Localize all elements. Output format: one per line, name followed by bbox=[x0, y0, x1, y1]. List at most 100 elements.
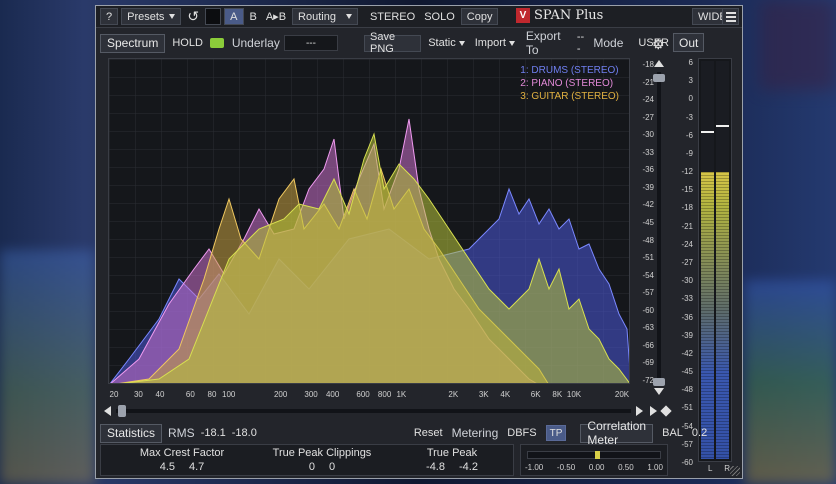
meter-tick-label: -24 bbox=[681, 239, 693, 249]
mode-label: Mode bbox=[593, 36, 624, 50]
true-peak-button[interactable]: TP bbox=[545, 425, 567, 441]
correlation-meter: -1.00 -0.50 0.00 0.50 1.00 bbox=[520, 444, 668, 476]
vertical-scrollbar[interactable] bbox=[652, 58, 666, 398]
gear-icon[interactable]: ⚙ bbox=[652, 36, 665, 52]
preset-a-button[interactable]: A bbox=[224, 8, 244, 25]
underlay-label: Underlay bbox=[231, 36, 280, 50]
presets-label: Presets bbox=[127, 10, 165, 23]
x-tick-label: 600 bbox=[356, 390, 370, 399]
copy-button[interactable]: Copy bbox=[460, 8, 499, 25]
meter-tick-label: -30 bbox=[681, 276, 693, 286]
top-bar: ? Presets ↺ A B A▸B Routing STEREO SOLO … bbox=[96, 6, 742, 28]
meter-tick-label: -33 bbox=[681, 294, 693, 304]
export-to-select[interactable]: --- bbox=[576, 31, 585, 55]
true-peak-right: -4.2 bbox=[459, 461, 478, 473]
x-tick-label: 1K bbox=[396, 390, 407, 399]
statistics-bar: Statistics RMS -18.1 -18.0 Reset Meterin… bbox=[100, 419, 707, 447]
y-tick-label: -36 bbox=[642, 165, 654, 175]
presets-button[interactable]: Presets bbox=[121, 8, 182, 25]
legend-item-guitar[interactable]: 3: GUITAR (STEREO) bbox=[520, 91, 619, 102]
arrow-right-icon[interactable] bbox=[650, 406, 657, 416]
x-tick-label: 400 bbox=[325, 390, 340, 399]
left-channel-label: L bbox=[707, 464, 713, 473]
routing-button[interactable]: Routing bbox=[292, 8, 358, 25]
legend-item-piano[interactable]: 2: PIANO (STEREO) bbox=[520, 78, 614, 89]
meter-tick-label: -51 bbox=[681, 403, 693, 413]
x-tick-label: 10K bbox=[566, 390, 582, 399]
meter-tick-label: -57 bbox=[681, 439, 693, 449]
y-tick-label: -21 bbox=[642, 77, 654, 87]
reset-button[interactable]: Reset bbox=[413, 427, 443, 439]
y-tick-label: -54 bbox=[642, 270, 654, 280]
x-tick-label: 60 bbox=[185, 390, 195, 399]
correlation-track bbox=[527, 451, 661, 459]
y-tick-label: -24 bbox=[642, 95, 654, 105]
menu-icon[interactable] bbox=[722, 8, 739, 25]
tab-statistics[interactable]: Statistics bbox=[100, 423, 163, 443]
hold-button[interactable]: HOLD bbox=[172, 37, 203, 49]
tab-spectrum[interactable]: Spectrum bbox=[100, 33, 166, 53]
help-button[interactable]: ? bbox=[100, 8, 119, 25]
scroll-thumb[interactable] bbox=[118, 405, 126, 417]
meter-tick-label: -48 bbox=[681, 385, 693, 395]
legend-item-drums[interactable]: 1: DRUMS (STEREO) bbox=[520, 65, 619, 76]
y-tick-label: -27 bbox=[642, 112, 654, 122]
spectrum-toolbar: Spectrum HOLD Underlay --- Save PNG Stat… bbox=[96, 29, 672, 57]
arrow-down-icon[interactable] bbox=[654, 388, 664, 395]
x-tick-label: 300 bbox=[304, 390, 318, 399]
arrow-left-icon[interactable] bbox=[104, 406, 111, 416]
meter-tick-label: 0 bbox=[688, 94, 693, 104]
meter-tick-label: -12 bbox=[681, 167, 693, 177]
spectrum-display[interactable]: 1: DRUMS (STEREO) 2: PIANO (STEREO) 3: G… bbox=[108, 58, 630, 384]
mode-select[interactable]: USER bbox=[638, 37, 669, 49]
rms-label: RMS bbox=[168, 426, 195, 440]
save-png-button[interactable]: Save PNG bbox=[364, 31, 422, 55]
x-tick-label: 20 bbox=[109, 390, 119, 399]
resize-handle[interactable] bbox=[730, 466, 740, 476]
spectrum-graph bbox=[109, 59, 629, 383]
true-peak-clippings-right: 0 bbox=[329, 461, 336, 473]
balance-value: 0.2 bbox=[691, 427, 708, 439]
scroll-thumb-bottom[interactable] bbox=[653, 378, 665, 386]
scroll-thumb-top[interactable] bbox=[653, 74, 665, 82]
y-tick-label: -66 bbox=[642, 340, 654, 350]
chevron-down-icon bbox=[508, 40, 515, 46]
meter-tick-label: -9 bbox=[685, 148, 693, 158]
diamond-icon[interactable] bbox=[660, 405, 672, 417]
true-peak-left: -4.8 bbox=[426, 461, 445, 473]
x-tick-label: 800 bbox=[377, 390, 392, 399]
tab-correlation-meter[interactable]: Correlation Meter bbox=[580, 419, 654, 447]
meter-tick-label: -54 bbox=[681, 421, 693, 431]
peak-marker-left bbox=[701, 131, 714, 133]
x-tick-label: 4K bbox=[500, 390, 511, 399]
y-tick-label: -18 bbox=[642, 60, 654, 69]
import-button[interactable]: Import bbox=[472, 35, 518, 52]
true-peak-clippings-left: 0 bbox=[308, 461, 315, 473]
peak-marker-right bbox=[716, 125, 729, 127]
static-label: Static bbox=[428, 37, 456, 49]
y-tick-label: -57 bbox=[642, 288, 654, 298]
statistics-panel: Max Crest Factor 4.5 4.7 True Peak Clipp… bbox=[100, 444, 514, 476]
meter-tick-label: -45 bbox=[681, 367, 693, 377]
arrow-right-icon[interactable] bbox=[636, 406, 643, 416]
arrow-up-icon[interactable] bbox=[654, 60, 664, 67]
preset-copy-ab-button[interactable]: A▸B bbox=[265, 11, 287, 23]
metering-select[interactable]: DBFS bbox=[507, 427, 537, 439]
max-crest-right: 4.7 bbox=[189, 461, 205, 473]
meter-tick-label: -6 bbox=[685, 130, 693, 140]
mix-spectrum bbox=[121, 132, 629, 383]
output-meter-scale: 6 3 0 -3 -6 -9 -12 -15 -18 -21 -24 -27 -30 -33 -36 -39 -… bbox=[673, 56, 695, 467]
static-button[interactable]: Static bbox=[425, 35, 468, 52]
balance-label: BAL bbox=[662, 427, 683, 439]
spectrum-x-scale: 20 30 40 60 80 100 200 300 400 600 800 1K 2K 3K 4K 6K 8K… bbox=[108, 390, 630, 402]
solo-button[interactable]: SOLO bbox=[424, 10, 455, 23]
hold-indicator[interactable] bbox=[209, 38, 224, 48]
x-tick-label: 30 bbox=[133, 390, 143, 399]
horizontal-scrollbar[interactable] bbox=[102, 404, 672, 418]
underlay-select[interactable]: --- bbox=[283, 35, 339, 51]
preset-b-button[interactable]: B bbox=[249, 10, 257, 23]
y-tick-label: -51 bbox=[642, 253, 654, 263]
stereo-button[interactable]: STEREO bbox=[369, 10, 416, 23]
undo-icon[interactable]: ↺ bbox=[187, 8, 200, 24]
tab-out[interactable]: Out bbox=[673, 33, 705, 52]
